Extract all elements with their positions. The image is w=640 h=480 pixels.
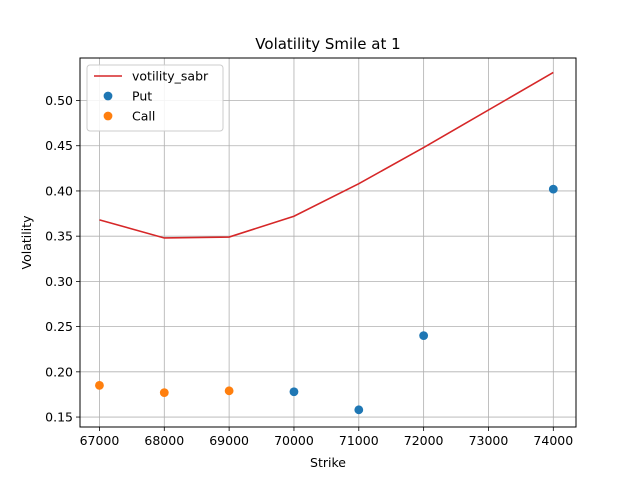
y-tick-label: 0.25: [45, 319, 73, 334]
ticks: 67000 68000 69000 70000 71000 72000 73000 74000…: [45, 93, 573, 448]
x-tick-label: 71000: [339, 433, 379, 448]
put-point: [289, 387, 299, 397]
x-tick-label: 69000: [209, 433, 249, 448]
x-tick-label: 74000: [533, 433, 573, 448]
x-tick-label: 73000: [469, 433, 509, 448]
legend-point-marker: [103, 91, 113, 101]
legend-point-marker: [103, 111, 113, 121]
x-tick-label: 70000: [274, 433, 314, 448]
put-point: [354, 405, 364, 415]
plot-frame: [79, 57, 577, 428]
y-tick-label: 0.45: [45, 138, 73, 153]
x-tick-label: 68000: [144, 433, 184, 448]
chart-title: Volatility Smile at 1: [255, 35, 400, 53]
legend-box: [86, 64, 224, 132]
series-line-votility-sabr: [99, 71, 554, 239]
x-tick-label: 67000: [80, 433, 120, 448]
x-tick-label: 72000: [404, 433, 444, 448]
y-tick-label: 0.30: [45, 274, 73, 289]
series-layer: [95, 71, 558, 415]
grid: [80, 58, 576, 427]
call-point: [159, 388, 169, 398]
y-axis-label: Volatility: [19, 215, 34, 270]
legend: votility_sabr Put Call: [86, 64, 224, 132]
x-axis-label: Strike: [310, 455, 346, 470]
put-point: [548, 184, 558, 194]
legend-label: votility_sabr: [132, 69, 209, 84]
legend-label: Call: [132, 109, 155, 124]
put-point: [419, 331, 429, 341]
legend-label: Put: [132, 89, 152, 104]
call-point: [95, 380, 104, 390]
call-point: [224, 386, 234, 396]
y-tick-label: 0.40: [45, 183, 73, 198]
y-tick-label: 0.15: [45, 410, 73, 425]
y-tick-label: 0.50: [45, 93, 73, 108]
y-tick-label: 0.35: [45, 229, 73, 244]
y-tick-label: 0.20: [45, 364, 73, 379]
